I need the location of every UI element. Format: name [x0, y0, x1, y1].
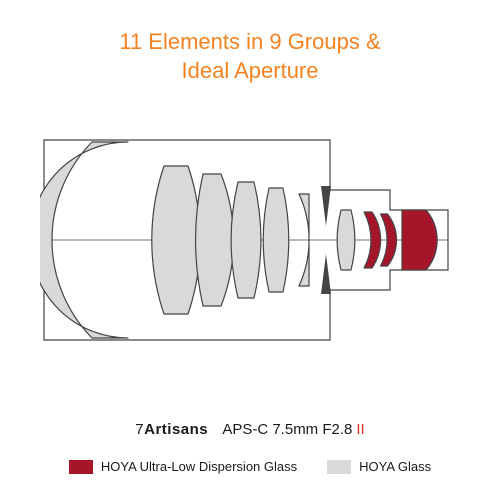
brand-logo: 7Artisans: [135, 421, 208, 438]
brand-row: 7Artisans APS-C 7.5mm F2.8II: [0, 421, 500, 438]
legend-swatch-uld: [69, 460, 93, 474]
lens-spec: APS-C 7.5mm F2.8: [222, 421, 352, 438]
legend-label-uld: HOYA Ultra-Low Dispersion Glass: [101, 459, 297, 474]
mark-version: II: [356, 421, 364, 438]
legend-swatch-hoya: [327, 460, 351, 474]
lens-diagram: [40, 100, 460, 380]
title-line-1: 11 Elements in 9 Groups &: [0, 28, 500, 57]
title-line-2: Ideal Aperture: [0, 57, 500, 86]
page-title: 11 Elements in 9 Groups & Ideal Aperture: [0, 0, 500, 85]
legend-item-hoya: HOYA Glass: [327, 459, 431, 474]
legend: HOYA Ultra-Low Dispersion Glass HOYA Gla…: [0, 459, 500, 474]
legend-item-uld: HOYA Ultra-Low Dispersion Glass: [69, 459, 297, 474]
legend-label-hoya: HOYA Glass: [359, 459, 431, 474]
